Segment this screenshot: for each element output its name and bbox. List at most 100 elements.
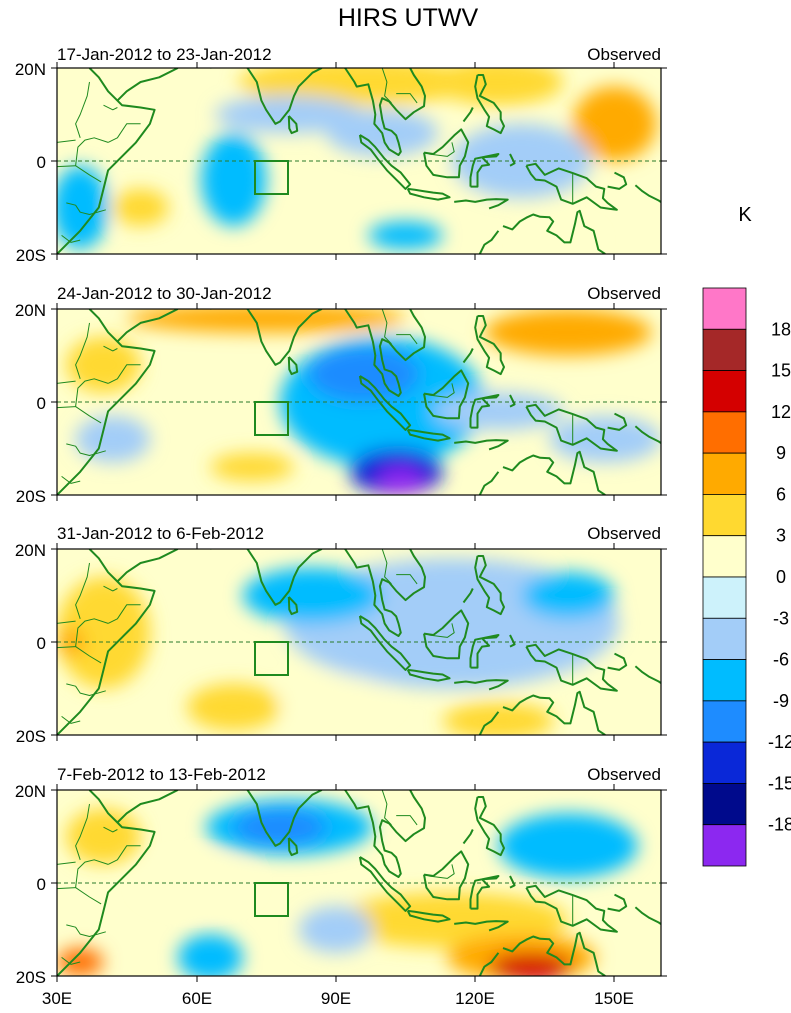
panel-2-coastline-2: [116, 309, 179, 343]
panel-4-anomaly-4: [66, 808, 141, 865]
panel-4-border-10: [327, 771, 336, 780]
panel-4-field: [57, 771, 661, 976]
panel-4-anomaly-11: [140, 859, 253, 907]
panel-2-date-label: 24-Jan-2012 to 30-Jan-2012: [57, 284, 272, 303]
panel-4-border-4: [66, 924, 106, 937]
panel-2-coastline-10: [469, 394, 500, 429]
panel-1-anomaly-10: [112, 188, 169, 227]
panel-3-border-15: [61, 716, 81, 724]
panel-4-anomaly-8: [177, 934, 243, 976]
panel-3-border-8: [103, 585, 118, 592]
panel-1-coastline-10: [469, 153, 500, 188]
panel-2-anomaly-10: [433, 392, 564, 430]
panel-3-anomaly-6: [187, 683, 281, 731]
panel-1-coastline-15: [525, 162, 618, 211]
panel-3-date-label: 31-Jan-2012 to 6-Feb-2012: [57, 524, 264, 543]
panel-2-coastline-11: [454, 439, 509, 451]
panel-4-coastlines: [57, 771, 661, 976]
panel-2-coastline-13: [462, 348, 474, 364]
panel-1-border-2: [57, 165, 76, 168]
xtick-30E: 30E: [42, 989, 72, 1008]
panel-2-coastline-17: [478, 471, 500, 495]
panel-4-coastline-5: [287, 837, 299, 857]
colorbar-label-11: -12: [768, 732, 791, 752]
panel-2-coastlines: [57, 309, 661, 495]
panel-1-anomaly-11: [521, 226, 596, 254]
panel-2-border-5: [107, 364, 141, 384]
panel-2-coastline-14: [509, 394, 516, 408]
panel-3-coastline-8: [406, 668, 451, 682]
panel-3-coastline-5: [287, 596, 299, 616]
panel-4-coastline-14: [509, 875, 516, 889]
panel-3-border-1: [75, 618, 109, 647]
colorbar-label-2: 15: [771, 361, 791, 381]
panel-1-coastline-6: [343, 68, 426, 156]
colorbar-swatch-4: [702, 411, 747, 454]
panel-2-anomaly-11: [75, 415, 150, 463]
panel-1-ytick-20N: 20N: [15, 60, 46, 79]
panel-4-ytick-20N: 20N: [15, 782, 46, 801]
panel-2-anomaly-1: [126, 309, 406, 333]
panel-3-anomaly-5: [521, 572, 615, 619]
panel-1-coastline-11: [454, 198, 509, 210]
panel-4-border-1: [75, 859, 109, 888]
panel-1-border-5: [107, 123, 141, 143]
panel-4-coastline-11: [454, 920, 509, 932]
panel-4-anomaly-field: [57, 799, 638, 976]
panel-1-border-4: [66, 202, 106, 215]
panel-3-source-label: Observed: [587, 524, 661, 543]
panel-3-border-6: [75, 562, 90, 619]
panel-2-coastline-19: [634, 425, 661, 445]
panel-2-border-6: [75, 322, 90, 379]
panel-1-border-6: [75, 81, 90, 138]
panel-1-source-label: Observed: [587, 45, 661, 64]
panel-1-coastline-12: [474, 74, 505, 135]
panel-3-border-13: [428, 623, 455, 638]
panel-3-coastline-16: [502, 690, 606, 735]
panel-4-border-12: [396, 815, 418, 826]
panel-3-coastline-10: [469, 634, 500, 669]
panel-3-coastline-4: [245, 549, 323, 606]
panel-4-coastline-9: [423, 850, 470, 901]
colorbar-swatch-2: [702, 328, 747, 371]
panel-4-ytick-0: 0: [37, 875, 46, 894]
panel-3-border-2: [57, 646, 76, 649]
colorbar-label-6: 3: [776, 526, 786, 546]
panel-4-border-15: [61, 957, 81, 965]
colorbar-swatch-5: [702, 452, 747, 495]
panel-1-anomaly-7: [368, 221, 443, 250]
panel-4-coastline-17: [478, 952, 500, 976]
panel-2-border-12: [396, 334, 418, 345]
panel-2-coastline-8: [406, 428, 451, 442]
panel-4-border-5: [107, 845, 141, 865]
panel-2-border-11: [381, 309, 392, 345]
panel-3-coastline-11: [454, 679, 509, 691]
panel-2-border-15: [61, 476, 81, 484]
panel-2-border-7: [57, 380, 76, 384]
xtick-120E: 120E: [455, 989, 495, 1008]
panel-3-coastline-18: [607, 652, 628, 671]
panel-1-ticks: [51, 62, 667, 260]
colorbar: K 18 15 12 9 6 3 0 -3 -6 -9 -12 -15 -18: [702, 204, 791, 867]
panel-2-anomaly-4: [210, 453, 294, 482]
panel-4-coastline-8: [406, 909, 451, 923]
colorbar-swatch-11: [702, 700, 747, 743]
panel-2-coastline-1: [57, 309, 156, 495]
panel-4-border-7: [57, 861, 76, 865]
panel-1-anomaly-2: [572, 86, 657, 161]
panel-4-anomaly-2: [233, 808, 327, 846]
xtick-60E: 60E: [182, 989, 212, 1008]
panel-3-coastline-17: [478, 711, 500, 735]
panel-2-anomaly-8: [377, 467, 424, 495]
panel-1-border-3: [75, 165, 102, 183]
panel-3-coastline-19: [634, 665, 661, 685]
panel-3-coastline-2: [116, 549, 179, 583]
panel-4-coastline-12: [474, 796, 505, 857]
colorbar-label-8: -3: [773, 608, 789, 628]
panel-1-coastline-4: [245, 68, 323, 125]
panel-2-coastline-15: [525, 403, 618, 452]
panel-1-anomaly-8: [57, 165, 109, 250]
panel-3-ticks: [51, 543, 667, 741]
panel-2-ytick-20N: 20N: [15, 301, 46, 320]
panel-1-study-box: [254, 160, 289, 195]
